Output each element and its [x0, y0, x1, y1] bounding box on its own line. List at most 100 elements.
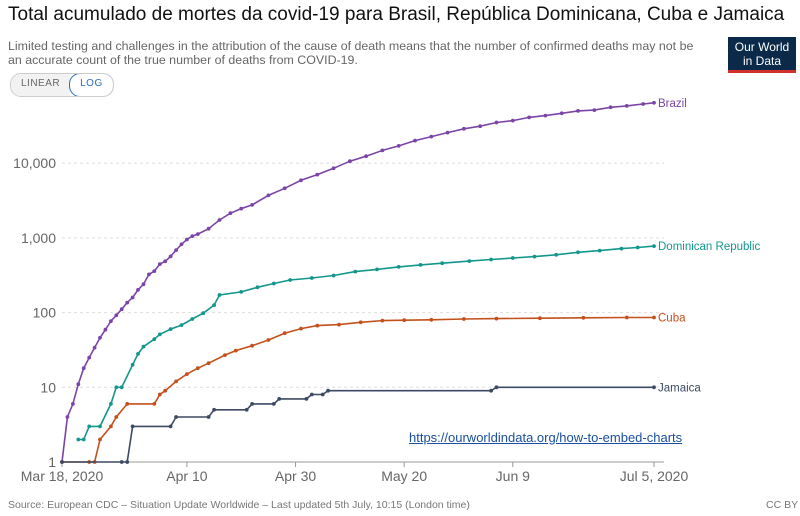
data-point-jamaica [174, 415, 179, 419]
data-point-brazil [380, 148, 385, 153]
data-point-jamaica [320, 392, 325, 397]
x-tick-label: Jun 9 [496, 468, 530, 484]
data-point-dominican-republic [375, 267, 379, 272]
data-point-cuba [109, 424, 113, 429]
series-label-jamaica: Jamaica [658, 382, 701, 394]
data-point-brazil [81, 366, 86, 371]
series-line-brazil [61, 102, 655, 463]
data-point-jamaica [212, 407, 217, 412]
data-point-dominican-republic [309, 276, 314, 280]
data-point-cuba [174, 379, 179, 384]
data-point-brazil [510, 118, 515, 123]
data-point-brazil [228, 211, 233, 216]
data-point-dominican-republic [652, 244, 656, 249]
data-point-brazil [174, 248, 179, 253]
scale-toggle[interactable]: LINEAR LOG [10, 73, 114, 97]
data-point-cuba [429, 317, 434, 322]
data-point-brazil [462, 126, 466, 131]
data-point-brazil [217, 218, 222, 222]
owid-logo[interactable]: Our World in Data [728, 37, 796, 73]
data-point-brazil [168, 254, 173, 259]
data-point-dominican-republic [418, 263, 423, 267]
data-point-dominican-republic [597, 248, 602, 253]
data-point-cuba [462, 317, 466, 321]
data-point-jamaica [206, 415, 211, 419]
data-point-cuba [299, 326, 303, 331]
log-scale-button[interactable]: LOG [69, 74, 113, 96]
data-point-dominican-republic [130, 362, 135, 367]
data-point-dominican-republic [331, 273, 336, 278]
data-point-dominican-republic [190, 317, 195, 321]
data-point-brazil [576, 109, 580, 113]
data-point-brazil [527, 115, 531, 120]
data-point-cuba [233, 348, 238, 353]
data-point-cuba [624, 315, 629, 320]
data-point-dominican-republic [576, 250, 580, 255]
data-point-brazil [136, 288, 140, 292]
data-point-jamaica [119, 460, 124, 464]
data-point-brazil [282, 186, 287, 191]
data-point-brazil [109, 319, 113, 323]
logo-line-1: Our World [734, 40, 790, 54]
data-point-dominican-republic [635, 245, 640, 250]
data-point-brazil [87, 355, 92, 360]
series-labels: Brazil Dominican Republic Cuba Jamaica [658, 98, 761, 395]
y-tick-label: 10 [40, 379, 56, 395]
data-point-dominican-republic [109, 402, 113, 406]
data-point-cuba [494, 316, 499, 321]
data-point-cuba [581, 315, 586, 320]
data-point-dominican-republic [212, 303, 217, 307]
data-point-dominican-republic [396, 265, 401, 269]
data-point-brazil [413, 138, 417, 143]
data-point-brazil [119, 307, 124, 312]
data-point-jamaica [250, 402, 255, 406]
data-point-brazil [130, 295, 135, 300]
y-tick-label: 1 [48, 454, 56, 470]
data-point-cuba [380, 318, 385, 323]
data-point-jamaica [271, 402, 276, 406]
data-point-cuba [114, 415, 119, 419]
data-point-cuba [163, 388, 168, 393]
series-label-brazil: Brazil [658, 98, 687, 110]
data-point-dominican-republic [510, 256, 515, 260]
series-label-dominican-republic: Dominican Republic [658, 241, 761, 253]
data-point-brazil [98, 335, 102, 340]
series-label-cuba: Cuba [658, 312, 686, 324]
data-point-cuba [157, 392, 162, 397]
data-point-jamaica [168, 424, 173, 429]
data-point-dominican-republic [168, 327, 173, 331]
data-point-dominican-republic [239, 290, 244, 294]
data-point-brazil [157, 262, 162, 266]
data-point-jamaica [494, 385, 499, 390]
data-point-brazil [331, 166, 336, 171]
data-point-cuba [358, 320, 363, 325]
chart-subtitle: Limited testing and challenges in the at… [8, 39, 694, 67]
data-point-brazil [559, 111, 564, 116]
series-lines [60, 100, 656, 464]
x-axis-ticks: Mar 18, 2020 Apr 10 Apr 30 May 20 Jun 9 Jul 5… [21, 462, 688, 484]
data-point-brazil [396, 144, 401, 148]
linear-scale-button[interactable]: LINEAR [11, 74, 71, 96]
data-point-brazil [125, 300, 130, 305]
data-point-brazil [494, 120, 499, 125]
data-point-dominican-republic [136, 352, 140, 356]
data-point-brazil [206, 226, 211, 231]
data-point-jamaica [304, 397, 309, 401]
data-point-brazil [445, 130, 450, 135]
data-point-brazil [141, 282, 146, 287]
data-point-cuba [538, 316, 542, 321]
data-point-jamaica [130, 424, 135, 429]
series-line-dominican-republic [78, 245, 655, 441]
data-point-cuba [337, 322, 341, 327]
data-point-cuba [282, 331, 287, 336]
data-point-brazil [147, 272, 151, 277]
data-point-brazil [76, 382, 81, 387]
data-point-brazil [114, 313, 119, 318]
data-point-brazil [71, 402, 75, 406]
data-point-cuba [206, 361, 211, 366]
y-tick-label: 10,000 [13, 155, 56, 171]
data-point-brazil [299, 178, 303, 183]
data-point-brazil [152, 269, 157, 273]
embed-link[interactable]: https://ourworldindata.org/how-to-embed-… [409, 430, 683, 445]
license-label[interactable]: CC BY [766, 499, 799, 511]
